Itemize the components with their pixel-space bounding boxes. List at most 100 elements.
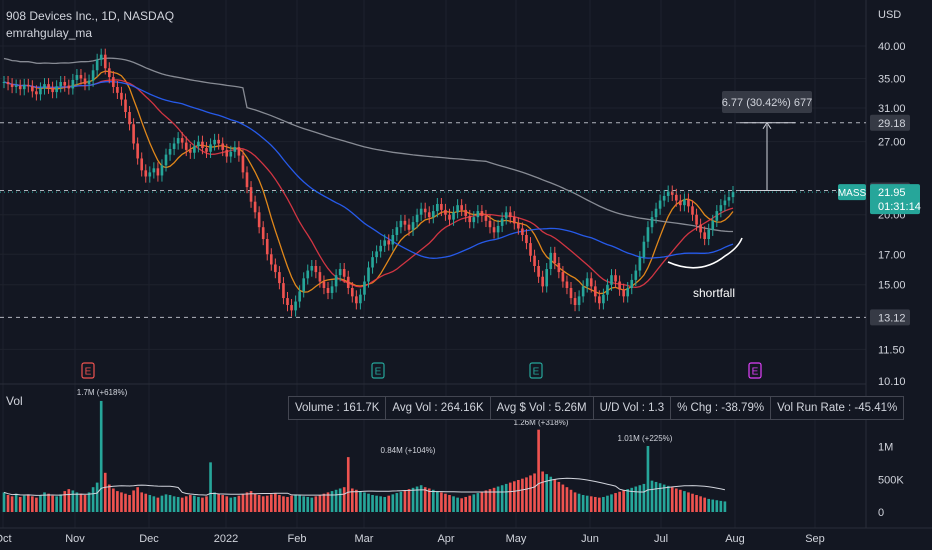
volume-bar: [99, 400, 103, 512]
volume-bar: [387, 495, 391, 512]
volume-bar: [310, 497, 314, 512]
volume-bar: [2, 492, 6, 512]
shortfall-annotation: shortfall: [693, 286, 735, 300]
time-axis-tick: Dec: [139, 533, 159, 545]
volume-bar: [322, 493, 326, 512]
candle-body: [427, 212, 431, 218]
candle-body: [444, 209, 447, 215]
volume-bar: [703, 497, 706, 512]
grid: [0, 0, 867, 528]
volume-bar: [294, 494, 297, 512]
candle-body: [298, 291, 301, 302]
volume-bar: [176, 496, 180, 512]
candle-body: [184, 142, 188, 150]
candle-body: [278, 272, 281, 284]
price-level-label-box: [870, 114, 910, 131]
candle-body: [436, 203, 439, 212]
candle-body: [650, 217, 654, 228]
time-axis[interactable]: Oct Nov Dec 2022 Feb Mar Apr May Jun Jul Aug Sep: [0, 527, 932, 545]
volume-bar: [290, 495, 293, 512]
volume-bar: [59, 494, 63, 512]
volume-bar: [545, 474, 549, 512]
candle-body: [363, 281, 366, 295]
volume-spike-labels: 1.7M (+618%) 0.84M (+104%) 1.26M (+318%) 1.…: [77, 388, 673, 455]
volume-bar: [193, 495, 196, 512]
volume-bar: [472, 494, 476, 512]
earnings-marker-box: [529, 362, 543, 379]
volume-bar: [269, 494, 273, 512]
candle-body: [43, 84, 46, 89]
volume-bar: [618, 491, 621, 512]
volume-bar: [286, 496, 289, 512]
candle-body: [128, 111, 131, 125]
price-axis[interactable]: USD40.0035.0031.0027.0020.0017.0015.0011…: [0, 9, 921, 388]
volume-bar: [22, 495, 26, 512]
volume-bar: [638, 485, 642, 512]
candle-body: [221, 143, 225, 150]
volume-bar: [257, 495, 261, 512]
candle-body: [379, 245, 382, 252]
volume-axis-tick: 0: [878, 507, 884, 519]
candle-body: [448, 214, 451, 220]
price-level-label: 13.12: [878, 312, 906, 324]
volume-bar: [606, 495, 609, 512]
volume-bar: [164, 494, 168, 512]
volume-bar: [75, 492, 79, 512]
ma-slow-line: [3, 80, 734, 259]
candle-body: [589, 278, 593, 287]
volume-bar: [662, 484, 666, 512]
candle-body: [679, 200, 682, 206]
candle-body: [107, 68, 111, 78]
volume-bar: [419, 485, 423, 512]
candle-body: [63, 82, 67, 86]
candle-body: [395, 227, 399, 236]
volume-bar: [188, 495, 192, 512]
measure-tool[interactable]: 6.77 (30.42%) 677 shortfall: [667, 91, 812, 300]
volume-bar: [241, 494, 245, 512]
candle-body: [14, 85, 18, 87]
candle-body: [55, 86, 58, 93]
candle-body: [35, 91, 38, 95]
volume-bar: [35, 497, 38, 512]
volume-bar: [318, 495, 322, 512]
candle-body: [549, 252, 553, 270]
candle-body: [2, 82, 6, 84]
candle-body: [265, 239, 269, 255]
candle-body: [237, 147, 241, 156]
volume-bar: [132, 490, 135, 512]
volume-bar: [687, 492, 690, 512]
candle-body: [618, 281, 621, 290]
candle-body: [723, 200, 727, 206]
volume-bar: [622, 490, 625, 512]
candle-body: [209, 144, 212, 152]
volume-pane-label: Vol: [6, 394, 23, 408]
volume-bar: [423, 487, 427, 512]
candle-body: [120, 92, 123, 100]
candle-body: [241, 155, 245, 173]
time-axis-tick: 2022: [214, 533, 238, 545]
volume-bar: [330, 491, 334, 512]
volume-bar: [375, 495, 378, 512]
volume-bar: [302, 496, 306, 512]
volume-bar: [569, 489, 573, 512]
volume-bar: [213, 492, 216, 512]
volume-bar: [233, 496, 237, 512]
volume-bar: [334, 489, 338, 512]
volume-bar: [399, 491, 403, 512]
volume-bar: [634, 486, 638, 512]
last-price-box: [870, 184, 920, 215]
volume-bar: [274, 493, 277, 512]
candle-body: [695, 214, 698, 225]
stat-pct-chg: % Chg : -38.79%: [671, 397, 772, 419]
volume-bar: [407, 489, 411, 512]
candle-body: [407, 224, 411, 230]
candle-body: [160, 165, 164, 176]
volume-bar: [128, 495, 131, 512]
volume-spike-label: 1.7M (+618%): [77, 388, 128, 397]
volume-bar: [521, 478, 524, 512]
candle-body: [525, 235, 528, 244]
candle-body: [176, 138, 180, 144]
